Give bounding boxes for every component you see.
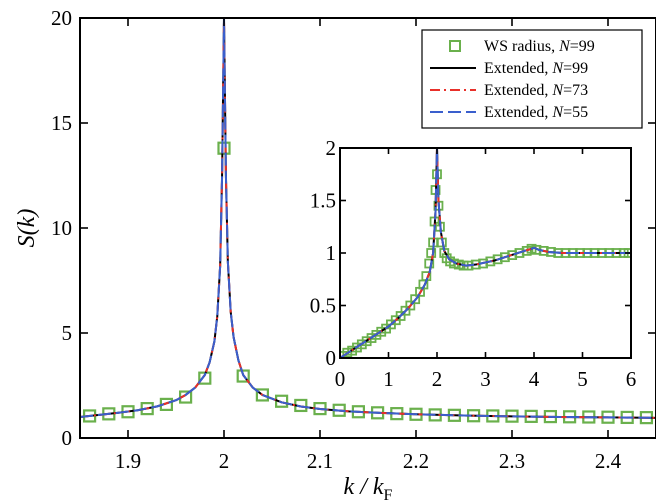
y-axis-label: S(k) xyxy=(14,209,40,248)
inset-ticks-group: 0 1 2 3 4 5 6 0 0.5 1 1.5 2 xyxy=(310,136,637,391)
main-x-tick-label: 2.4 xyxy=(595,449,622,473)
inset-x-tick-label: 0 xyxy=(335,367,346,391)
main-x-tick-label: 2 xyxy=(219,449,230,473)
inset-x-tick-label: 5 xyxy=(577,367,588,391)
main-x-tick-label: 1.9 xyxy=(115,449,141,473)
legend-label: Extended, N=99 xyxy=(484,60,588,77)
legend-entry-2: Extended, N=73 xyxy=(430,82,588,99)
inset-y-tick-label: 1 xyxy=(326,241,337,265)
main-marker xyxy=(255,388,269,402)
main-y-tick-label: 0 xyxy=(62,426,73,450)
inset-x-tick-label: 1 xyxy=(383,367,394,391)
main-marker xyxy=(236,369,250,383)
main-x-tick-label: 2.1 xyxy=(307,449,333,473)
x-axis-label-subscript: F xyxy=(384,487,393,502)
legend-swatch-marker xyxy=(449,40,461,52)
main-y-tick-label: 10 xyxy=(51,216,72,240)
main-marker xyxy=(217,141,231,155)
legend-label: Extended, N=73 xyxy=(484,82,588,99)
legend: WS radius, N=99 Extended, N=99 Extended, N… xyxy=(421,29,643,129)
inset-marker xyxy=(426,248,437,258)
inset-x-tick-label: 3 xyxy=(480,367,491,391)
main-series-line-3 xyxy=(80,18,656,419)
inset-x-tick-label: 4 xyxy=(529,367,540,391)
inset-plot: 0 1 2 3 4 5 6 0 0.5 1 1.5 2 xyxy=(310,136,637,391)
main-y-tick-label: 20 xyxy=(51,6,72,30)
y-axis-label-text: S(k) xyxy=(14,209,40,248)
x-axis-label-text: k / k xyxy=(344,474,384,500)
inset-y-tick-label: 1.5 xyxy=(310,189,336,213)
inset-x-tick-label: 2 xyxy=(432,367,443,391)
inset-series-line-3 xyxy=(340,148,631,358)
main-x-tick-label: 2.2 xyxy=(403,449,429,473)
inset-series-group xyxy=(340,148,631,358)
main-series-group xyxy=(80,18,656,425)
legend-entry-1: Extended, N=99 xyxy=(430,60,588,77)
main-y-tick-label: 15 xyxy=(51,111,72,135)
legend-label: Extended, N=55 xyxy=(484,104,588,121)
x-axis-label: k / kF xyxy=(344,474,393,502)
legend-label: WS radius, N=99 xyxy=(484,38,595,55)
inset-x-tick-label: 6 xyxy=(626,367,637,391)
inset-marker xyxy=(424,258,435,269)
main-y-tick-label: 5 xyxy=(62,321,73,345)
legend-entry-3: Extended, N=55 xyxy=(430,104,588,121)
main-x-tick-label: 2.3 xyxy=(499,449,525,473)
inset-y-tick-label: 0 xyxy=(326,346,337,370)
legend-entry-0: WS radius, N=99 xyxy=(449,38,595,55)
inset-y-tick-label: 0.5 xyxy=(310,294,336,318)
inset-y-tick-label: 2 xyxy=(326,136,337,160)
